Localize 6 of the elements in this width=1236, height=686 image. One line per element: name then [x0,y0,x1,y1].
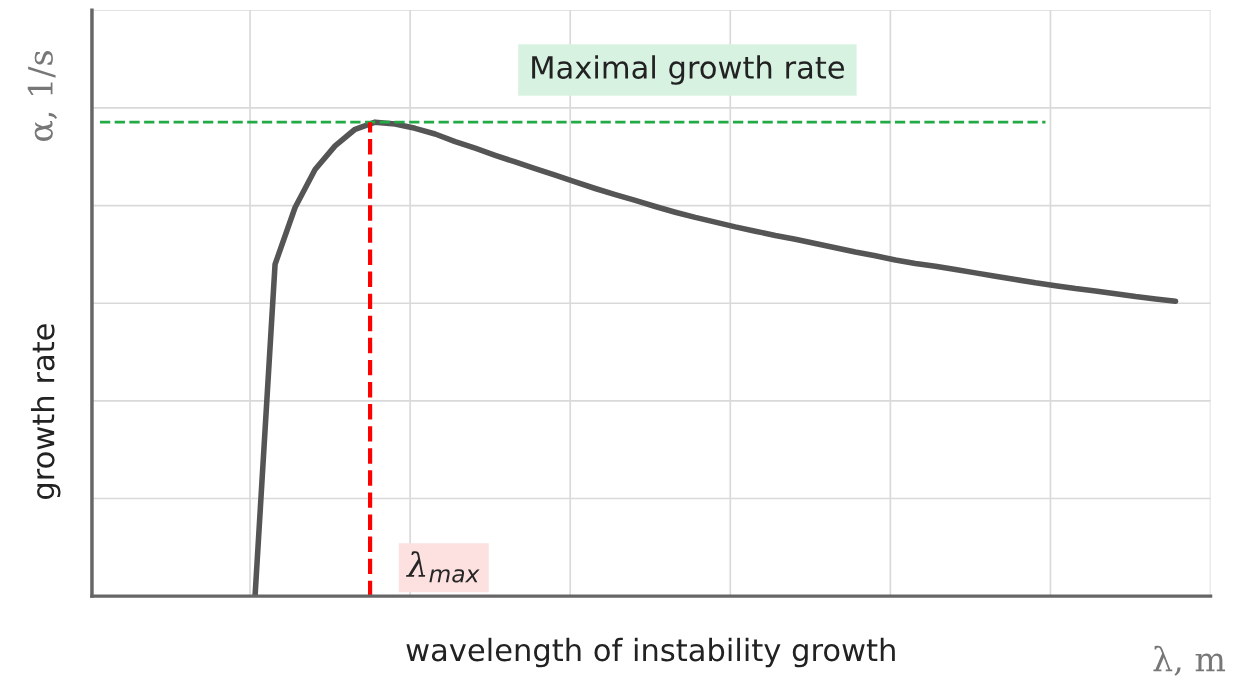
text: λ, m [1153,645,1226,676]
text: α, 1/s [27,51,57,141]
annotation: λ$_{max}$ [406,551,480,583]
x-axis-title: wavelength of instability growth [406,637,895,668]
text: growth rate [30,324,61,499]
text: Maximal growth rate [532,55,844,85]
